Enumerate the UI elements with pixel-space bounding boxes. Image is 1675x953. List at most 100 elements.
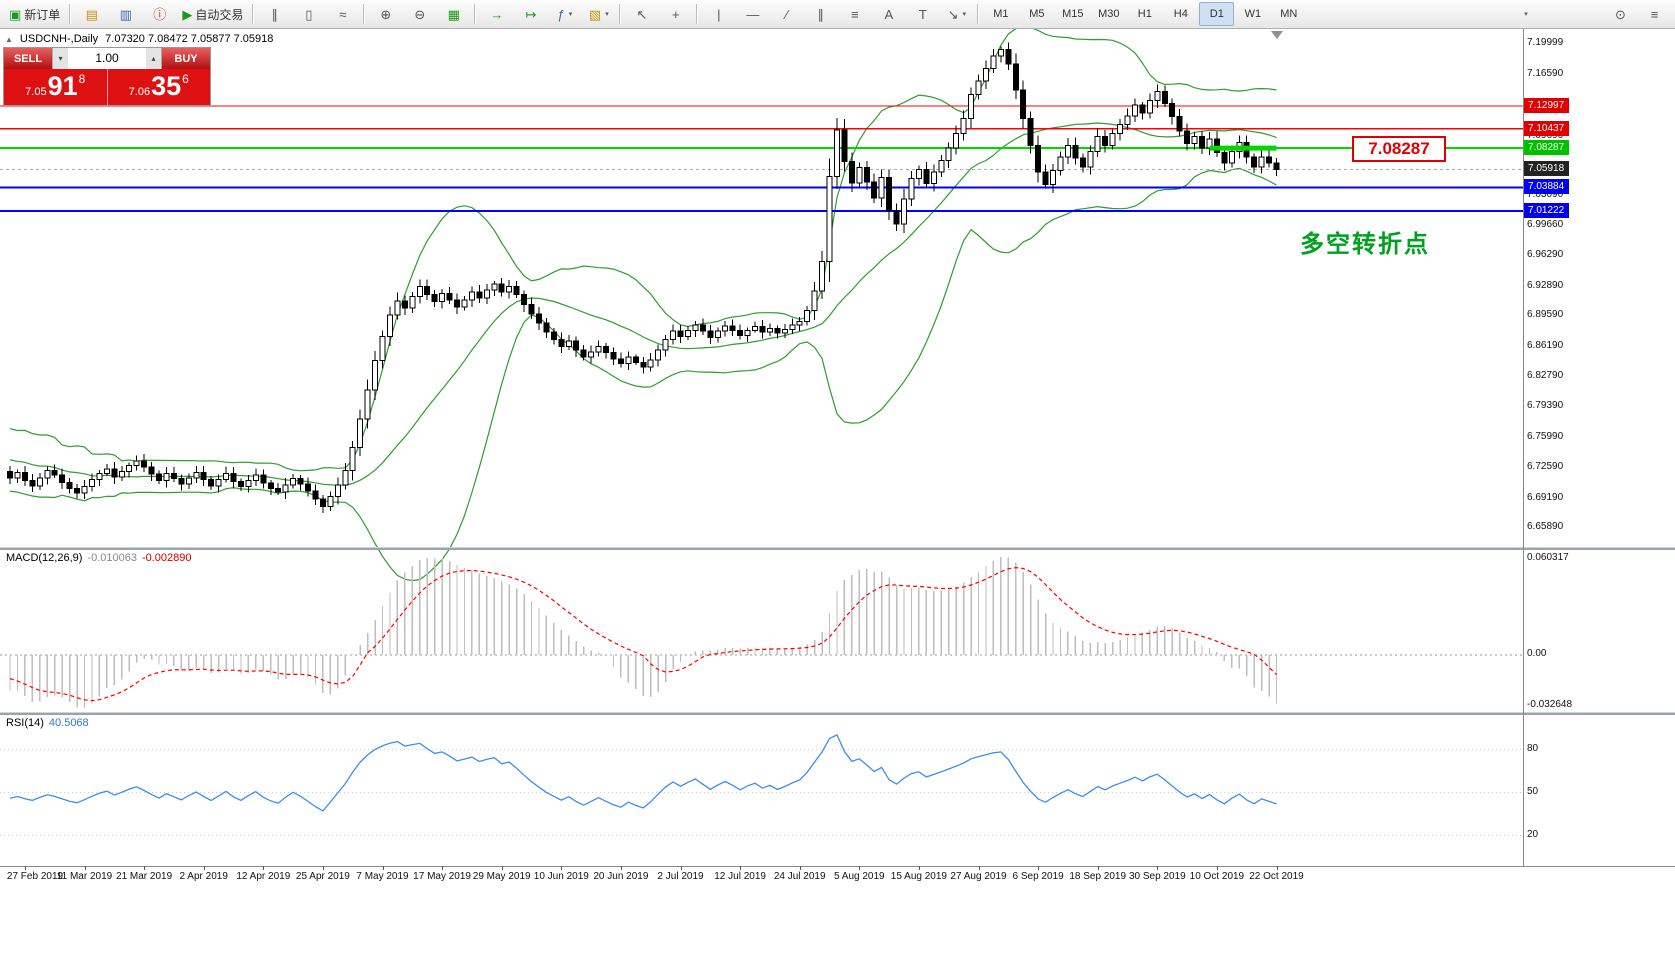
time-axis-tick xyxy=(620,866,622,870)
time-axis-tick xyxy=(24,866,26,870)
buy-button[interactable]: BUY xyxy=(162,48,210,69)
chart-shift-button[interactable]: ↦ xyxy=(514,2,547,26)
time-axis-tick xyxy=(740,866,742,870)
date-label: 20 Jun 2019 xyxy=(593,871,649,882)
label-button[interactable]: T xyxy=(906,2,939,26)
turning-point-annotation[interactable]: 多空转折点 xyxy=(1300,231,1430,258)
rsi-indicator-label: RSI(14) 40.5068 xyxy=(6,717,89,729)
trendline-button[interactable]: ∕ xyxy=(770,2,803,26)
timeframe-m5[interactable]: M5 xyxy=(1029,8,1045,20)
price-grid-label: 6.79390 xyxy=(1527,400,1564,412)
cursor-button[interactable]: ↖ xyxy=(625,2,658,26)
date-label: 18 Sep 2019 xyxy=(1069,871,1127,882)
line-chart-icon: ≈ xyxy=(339,6,347,22)
grid-button[interactable]: ▦ xyxy=(437,2,470,26)
bar-chart-button[interactable]: ∥ xyxy=(258,2,291,26)
timeframe-h4[interactable]: H4 xyxy=(1173,8,1188,20)
buy-price-panel[interactable]: 7.06 35 6 xyxy=(107,69,210,105)
toolbar-separator xyxy=(474,4,477,24)
price-annotation-box[interactable]: 7.08287 xyxy=(1352,136,1446,162)
volume-increase-button[interactable]: ▴ xyxy=(146,48,161,69)
time-axis-tick xyxy=(859,866,861,870)
sell-price-big: 91 xyxy=(47,71,78,101)
indicators-button[interactable]: ƒ ▾ xyxy=(548,2,581,26)
price-grid-label: 6.69190 xyxy=(1527,491,1564,503)
macd-axis-zero: 0.00 xyxy=(1527,648,1547,659)
zoom-in-icon: ⊕ xyxy=(380,6,392,22)
buy-price-big: 35 xyxy=(151,71,182,101)
trendline-icon: ∕ xyxy=(785,6,788,22)
data-window-button[interactable]: ⓘ xyxy=(143,2,176,26)
time-axis-tick xyxy=(382,866,384,870)
rsi-level-50: 50 xyxy=(1527,786,1539,797)
timeframe-m30[interactable]: M30 xyxy=(1098,8,1120,20)
collapse-icon[interactable]: ▲ xyxy=(5,34,13,44)
zoom-in-button[interactable]: ⊕ xyxy=(369,2,402,26)
fibonacci-button[interactable]: ≡ xyxy=(838,2,871,26)
time-axis-separator xyxy=(0,866,1675,867)
macd-panel-splitter[interactable] xyxy=(0,547,1675,550)
macd-axis-max: 0.060317 xyxy=(1527,552,1569,563)
timeframe-m15[interactable]: M15 xyxy=(1062,8,1084,20)
time-axis-tick xyxy=(978,866,980,870)
horizontal-line-button[interactable]: — xyxy=(736,2,769,26)
auto-trading-button[interactable]: ▶ 自动交易 xyxy=(177,2,248,26)
label-icon: T xyxy=(918,6,927,22)
timeframe-w1[interactable]: W1 xyxy=(1244,8,1262,20)
volume-input[interactable]: 1.00 xyxy=(68,48,146,69)
time-axis-tick xyxy=(501,866,503,870)
new-order-icon: ▣ xyxy=(9,6,22,22)
chevron-down-icon: ▾ xyxy=(962,11,967,18)
line-chart-button[interactable]: ≈ xyxy=(326,2,359,26)
toolbar-separator xyxy=(977,4,980,24)
vertical-line-button[interactable]: | xyxy=(702,2,735,26)
date-label: 10 Oct 2019 xyxy=(1189,871,1245,882)
new-order-button[interactable]: ▣ 新订单 xyxy=(4,2,65,26)
macd-axis-min: -0.032648 xyxy=(1527,699,1573,710)
timeframe-h1[interactable]: H1 xyxy=(1137,8,1152,20)
price-grid-label: 6.75990 xyxy=(1527,430,1564,442)
candlestick-button[interactable]: ▯ xyxy=(292,2,325,26)
charts-button[interactable]: ▤ xyxy=(75,2,108,26)
buy-price-small: 7.06 xyxy=(128,86,151,98)
sell-price-panel[interactable]: 7.05 91 8 xyxy=(4,69,108,105)
chevron-down-icon: ▾ xyxy=(1524,11,1528,18)
time-axis-tick xyxy=(918,866,920,870)
timeframe-mn[interactable]: MN xyxy=(1280,8,1298,20)
sell-price-small: 7.05 xyxy=(25,86,47,98)
toolbar-overflow-button[interactable]: ▾ xyxy=(1509,2,1542,26)
chevron-down-icon: ▾ xyxy=(568,11,573,18)
timeframe-m1[interactable]: M1 xyxy=(993,8,1009,20)
rsi-panel-splitter[interactable] xyxy=(0,712,1675,715)
templates-button[interactable]: ▧ ▾ xyxy=(582,2,615,26)
toolbar-separator xyxy=(619,4,622,24)
chart-shift-icon: ↦ xyxy=(525,6,537,22)
price-grid-label: 6.86190 xyxy=(1527,339,1564,351)
sell-price-sup: 8 xyxy=(78,72,86,86)
sell-button[interactable]: SELL xyxy=(4,48,52,69)
templates-icon: ▧ xyxy=(588,6,602,22)
text-button[interactable]: A xyxy=(872,2,905,26)
auto-scroll-button[interactable]: → xyxy=(480,2,513,26)
volume-decrease-button[interactable]: ▾ xyxy=(53,48,68,69)
date-label: 10 Jun 2019 xyxy=(533,871,589,882)
ohlc-values: 7.07320 7.08472 7.05877 7.05918 xyxy=(105,33,274,45)
profiles-button[interactable]: ▥ xyxy=(109,2,142,26)
toolbar-separator xyxy=(69,4,72,24)
time-axis-tick xyxy=(1216,866,1218,870)
arrows-button[interactable]: ↘ ▾ xyxy=(940,2,973,26)
chart-area[interactable] xyxy=(0,28,1523,866)
price-grid-label: 6.72590 xyxy=(1527,461,1564,473)
vertical-line-icon: | xyxy=(717,6,721,22)
crosshair-button[interactable]: + xyxy=(659,2,692,26)
buy-price-sup: 6 xyxy=(182,72,189,86)
zoom-out-button[interactable]: ⊖ xyxy=(403,2,436,26)
time-axis-tick xyxy=(144,866,146,870)
charts-icon: ▤ xyxy=(85,6,98,22)
date-label: 12 Jul 2019 xyxy=(714,871,766,882)
timeframe-d1[interactable]: D1 xyxy=(1199,2,1235,26)
price-tag: 7.12997 xyxy=(1524,98,1570,113)
search-button[interactable]: ⊙ xyxy=(1604,2,1637,26)
channel-button[interactable]: ∥ xyxy=(804,2,837,26)
layout-button[interactable]: ≡ xyxy=(1638,2,1671,26)
